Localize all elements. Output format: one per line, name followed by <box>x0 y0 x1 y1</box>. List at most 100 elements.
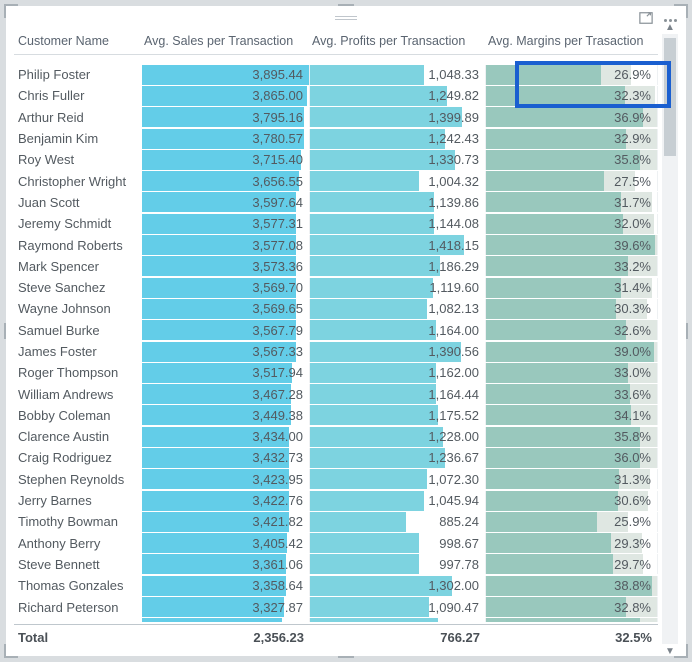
cell-avg-margins: 25.9% <box>486 512 658 532</box>
cell-avg-sales: 3,569.70 <box>142 278 310 298</box>
visual-container: Customer Name Avg. Sales per Transaction… <box>6 6 686 656</box>
table-row[interactable]: Timothy Bowman3,421.82885.2425.9% <box>14 511 658 532</box>
table-row[interactable]: Richard Peterson3,327.871,090.4732.8% <box>14 596 658 617</box>
cell-avg-sales: 3,656.55 <box>142 171 310 191</box>
cell-avg-sales: 3,577.31 <box>142 214 310 234</box>
cell-avg-sales: 3,434.00 <box>142 427 310 447</box>
table-row[interactable]: Wayne Johnson3,569.651,082.1330.3% <box>14 298 658 319</box>
cell-avg-profits: 1,390.56 <box>310 342 486 362</box>
cell-avg-sales: 3,517.94 <box>142 363 310 383</box>
cell-customer-name: James Foster <box>14 344 142 359</box>
cell-avg-margins: 39.6% <box>486 235 658 255</box>
cell-avg-margins: 33.6% <box>486 384 658 404</box>
cell-avg-sales: 3,597.64 <box>142 192 310 212</box>
cell-customer-name: Martin Berry <box>14 621 142 622</box>
cell-customer-name: Timothy Bowman <box>14 514 142 529</box>
cell-avg-sales: 3,577.08 <box>142 235 310 255</box>
vertical-scrollbar[interactable]: ▲ ▼ <box>662 34 678 644</box>
cell-customer-name: Samuel Burke <box>14 323 142 338</box>
table-row[interactable]: Christopher Wright3,656.551,004.3227.5% <box>14 170 658 191</box>
cell-avg-profits: 1,048.33 <box>310 65 486 85</box>
cell-avg-sales: 3,358.64 <box>142 576 310 596</box>
cell-avg-margins: 30.3% <box>486 299 658 319</box>
table-row[interactable]: Jeremy Schmidt3,577.311,144.0832.0% <box>14 213 658 234</box>
header-avg-sales[interactable]: Avg. Sales per Transaction <box>142 34 310 48</box>
resize-handle-top[interactable] <box>338 4 354 6</box>
resize-handle-bl[interactable] <box>4 644 18 658</box>
table-row[interactable]: Stephen Reynolds3,423.951,072.3031.3% <box>14 469 658 490</box>
table-row[interactable]: Steve Sanchez3,569.701,119.6031.4% <box>14 277 658 298</box>
table-row[interactable]: Jerry Barnes3,422.761,045.9430.6% <box>14 490 658 511</box>
cell-avg-sales: 3,422.76 <box>142 491 310 511</box>
cell-avg-sales: 3,895.44 <box>142 65 310 85</box>
cell-customer-name: Roger Thompson <box>14 365 142 380</box>
cell-avg-profits: 1,082.13 <box>310 299 486 319</box>
table-row[interactable]: Raymond Roberts3,577.081,418.1539.6% <box>14 234 658 255</box>
table-row[interactable]: Thomas Gonzales3,358.641,302.0038.8% <box>14 575 658 596</box>
table-row[interactable]: Juan Scott3,597.641,139.8631.7% <box>14 192 658 213</box>
table-row[interactable]: Bobby Coleman3,449.381,175.5234.1% <box>14 405 658 426</box>
cell-avg-margins: 26.9% <box>486 65 658 85</box>
table-header-row: Customer Name Avg. Sales per Transaction… <box>14 34 658 55</box>
scroll-up-icon[interactable]: ▲ <box>662 20 678 34</box>
cell-avg-margins: 31.7% <box>486 192 658 212</box>
table-row[interactable]: Philip Foster3,895.441,048.3326.9% <box>14 64 658 85</box>
cell-avg-sales: 3,715.40 <box>142 150 310 170</box>
table-row[interactable]: Craig Rodriguez3,432.731,236.6736.0% <box>14 447 658 468</box>
cell-avg-margins: 32.6% <box>486 320 658 340</box>
table-row[interactable]: Arthur Reid3,795.161,399.8936.9% <box>14 107 658 128</box>
table-row[interactable]: Mark Spencer3,573.361,186.2933.2% <box>14 256 658 277</box>
cell-avg-profits: 1,119.60 <box>310 278 486 298</box>
total-label: Total <box>14 630 142 645</box>
cell-customer-name: Anthony Berry <box>14 536 142 551</box>
cell-customer-name: Arthur Reid <box>14 110 142 125</box>
table-row[interactable]: William Andrews3,467.281,164.4433.6% <box>14 383 658 404</box>
cell-avg-margins: 32.3% <box>486 86 658 106</box>
resize-handle-br[interactable] <box>674 644 688 658</box>
focus-mode-icon[interactable] <box>639 11 653 25</box>
table-row[interactable]: Roger Thompson3,517.941,162.0033.0% <box>14 362 658 383</box>
table-row[interactable]: Chris Fuller3,865.001,249.8232.3% <box>14 85 658 106</box>
table-row[interactable]: Samuel Burke3,567.791,164.0032.6% <box>14 320 658 341</box>
cell-avg-margins: 32.0% <box>486 214 658 234</box>
resize-handle-bottom[interactable] <box>338 656 354 658</box>
resize-handle-tl[interactable] <box>4 4 18 18</box>
cell-customer-name: Jeremy Schmidt <box>14 216 142 231</box>
header-avg-profits[interactable]: Avg. Profits per Transaction <box>310 34 486 48</box>
cell-avg-profits: 1,242.43 <box>310 129 486 149</box>
cell-avg-profits: 1,162.00 <box>310 363 486 383</box>
table-row[interactable]: Roy West3,715.401,330.7335.8% <box>14 149 658 170</box>
cell-avg-sales: 3,432.73 <box>142 448 310 468</box>
scrollbar-thumb[interactable] <box>664 38 676 156</box>
cell-avg-sales: 3,567.33 <box>142 342 310 362</box>
cell-avg-profits: 1,418.15 <box>310 235 486 255</box>
data-table: Customer Name Avg. Sales per Transaction… <box>14 34 658 650</box>
table-row[interactable]: Benjamin Kim3,780.571,242.4332.9% <box>14 128 658 149</box>
cell-customer-name: Juan Scott <box>14 195 142 210</box>
cell-avg-margins: 35.8% <box>486 427 658 447</box>
table-row[interactable]: Steve Bennett3,361.06997.7829.7% <box>14 554 658 575</box>
table-row[interactable]: James Foster3,567.331,390.5639.0% <box>14 341 658 362</box>
total-sales: 2,356.23 <box>142 630 310 645</box>
cell-avg-profits: 1,176.54 <box>310 618 486 622</box>
resize-handle-right[interactable] <box>686 323 688 339</box>
resize-handle-left[interactable] <box>4 323 6 339</box>
cell-avg-profits: 1,072.30 <box>310 469 486 489</box>
cell-avg-margins: 29.7% <box>486 554 658 574</box>
cell-avg-margins: 31.3% <box>486 469 658 489</box>
cell-avg-profits: 1,090.47 <box>310 597 486 617</box>
table-row[interactable]: Clarence Austin3,434.001,228.0035.8% <box>14 426 658 447</box>
cell-avg-sales: 3,567.79 <box>142 320 310 340</box>
cell-avg-profits: 1,302.00 <box>310 576 486 596</box>
cell-avg-profits: 1,164.44 <box>310 384 486 404</box>
cell-customer-name: Chris Fuller <box>14 88 142 103</box>
header-avg-margins[interactable]: Avg. Margins per Trasaction <box>486 34 658 48</box>
cell-customer-name: Raymond Roberts <box>14 238 142 253</box>
cell-customer-name: Christopher Wright <box>14 174 142 189</box>
cell-customer-name: Philip Foster <box>14 67 142 82</box>
table-row[interactable]: Martin Berry3,278.081,176.5435.9% <box>14 618 658 622</box>
drag-grip-icon[interactable] <box>335 15 357 21</box>
resize-handle-tr[interactable] <box>674 4 688 18</box>
header-customer-name[interactable]: Customer Name <box>14 34 142 48</box>
table-row[interactable]: Anthony Berry3,405.42998.6729.3% <box>14 533 658 554</box>
